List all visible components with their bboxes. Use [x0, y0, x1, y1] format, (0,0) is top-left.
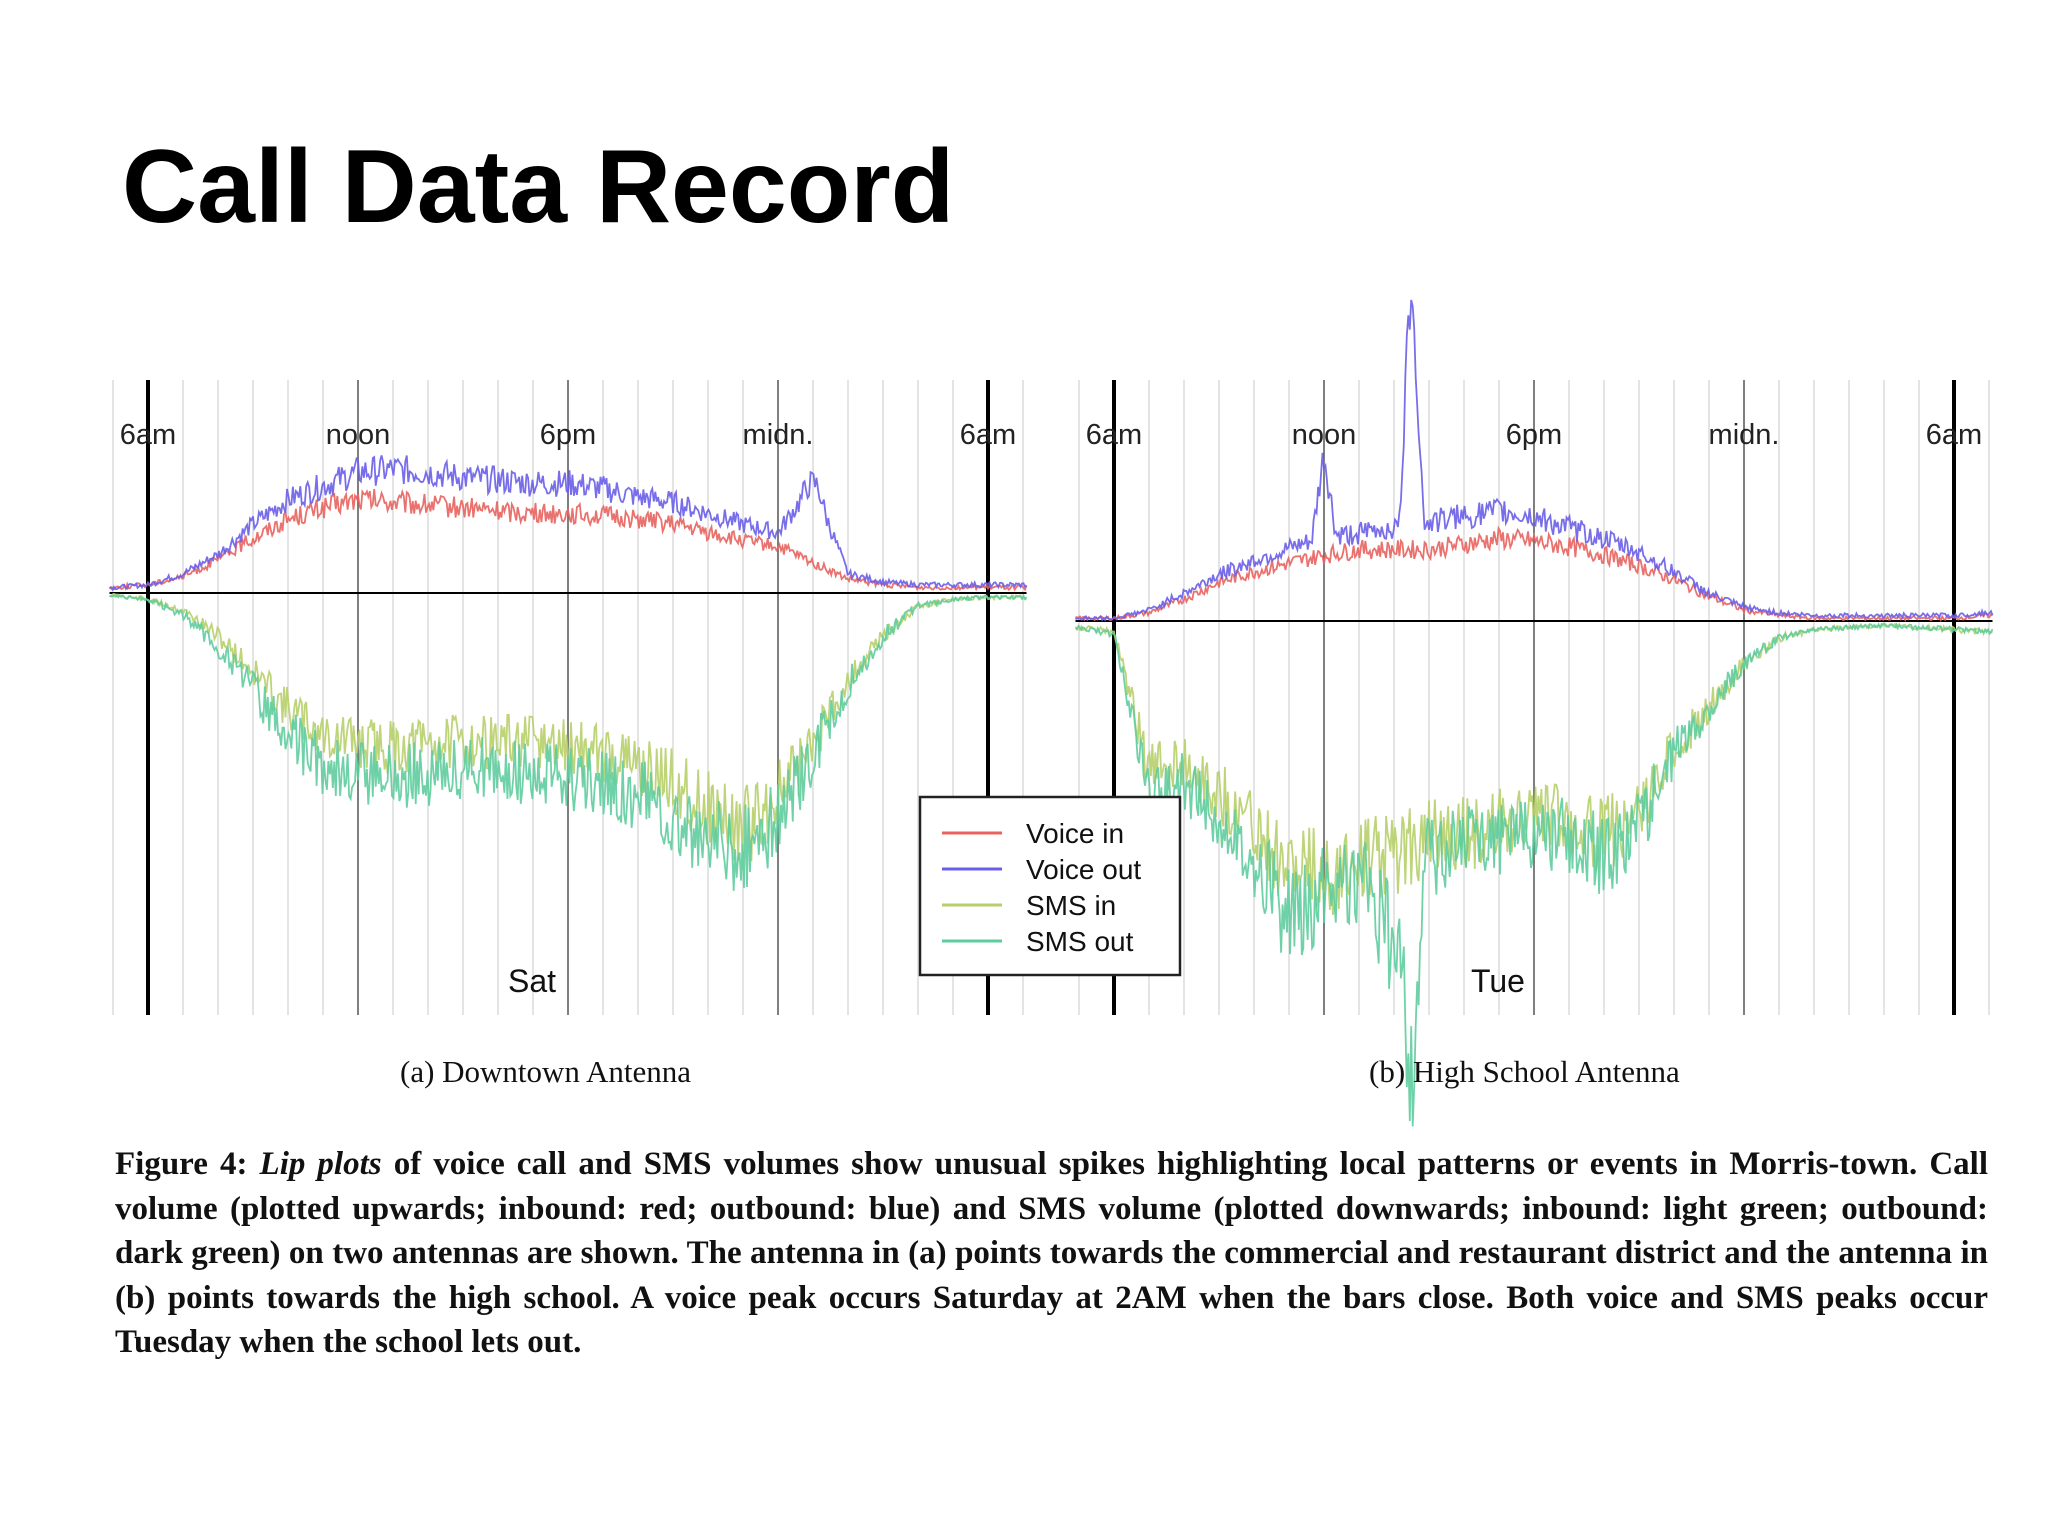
x-tick-label: noon	[1292, 419, 1357, 451]
x-tick-label: 6pm	[1506, 419, 1562, 451]
x-tick-label: midn.	[743, 419, 814, 451]
legend-label: SMS out	[1026, 926, 1134, 957]
legend-label: Voice in	[1026, 818, 1124, 849]
caption-italic: Lip plots	[259, 1146, 382, 1182]
series-line-sms-out	[1075, 622, 1994, 1127]
series-line-voice-out	[109, 455, 1028, 592]
x-tick-label: midn.	[1709, 419, 1780, 451]
subcaption-a: (a) Downtown Antenna	[400, 1054, 691, 1089]
series-line-voice-in	[1074, 525, 1993, 623]
legend-label: Voice out	[1026, 854, 1141, 885]
x-tick-label: 6pm	[540, 419, 596, 451]
figure-caption: Figure 4: Lip plots of voice call and SM…	[115, 1142, 1988, 1365]
caption-label: Figure 4:	[115, 1146, 248, 1182]
x-tick-label: 6am	[1086, 419, 1142, 451]
series-line-sms-out	[109, 592, 1028, 891]
x-tick-label: 6am	[120, 419, 176, 451]
subcaption-b: (b) High School Antenna	[1369, 1054, 1680, 1089]
panel-day-label: Sat	[508, 963, 556, 999]
x-tick-label: 6am	[1926, 419, 1982, 451]
x-tick-label: noon	[326, 419, 391, 451]
legend-box	[918, 795, 1182, 977]
caption-text: of voice call and SMS volumes show unusu…	[115, 1146, 1989, 1360]
slide-title: Call Data Record	[122, 129, 955, 245]
series-line-voice-out	[1074, 299, 1994, 622]
legend-label: SMS in	[1026, 890, 1116, 921]
x-tick-label: 6am	[960, 419, 1016, 451]
panel-day-label: Tue	[1471, 963, 1525, 999]
